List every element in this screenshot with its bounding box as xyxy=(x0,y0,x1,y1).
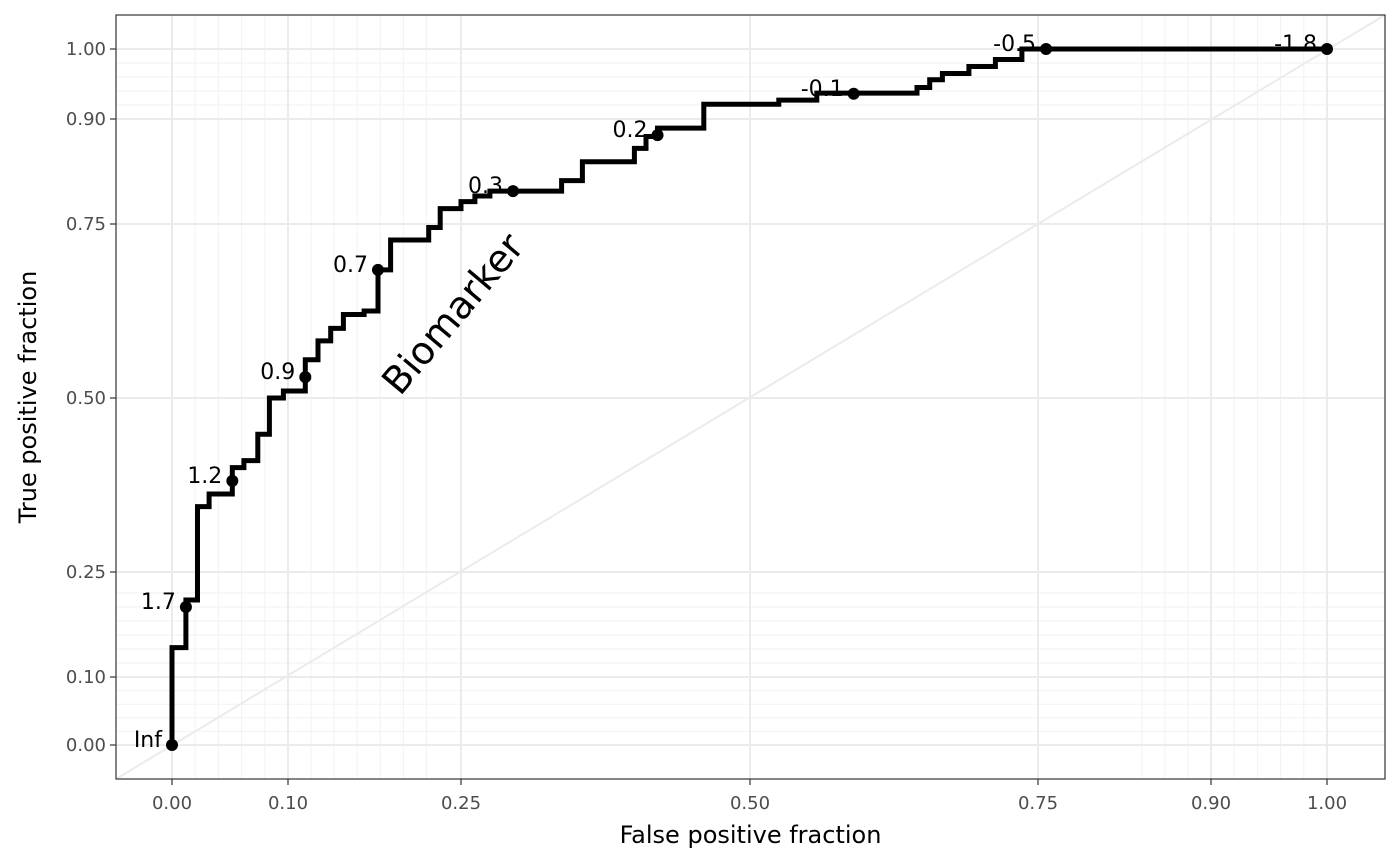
cutoff-point xyxy=(1321,43,1333,55)
y-tick-label: 0.25 xyxy=(66,562,106,583)
cutoff-point xyxy=(507,185,520,198)
x-tick-label: 0.50 xyxy=(730,793,770,814)
cutoff-point xyxy=(651,129,664,142)
x-tick-label: 1.00 xyxy=(1307,793,1347,814)
cutoff-label: 0.7 xyxy=(333,253,368,278)
y-axis-title: True positive fraction xyxy=(14,271,42,525)
x-tick-label: 0.25 xyxy=(441,793,481,814)
roc-curve xyxy=(169,46,1327,745)
cutoff-label: 0.2 xyxy=(613,118,648,143)
x-axis-title: False positive fraction xyxy=(620,821,882,849)
major-gridlines xyxy=(116,15,1385,779)
y-tick-label: 0.50 xyxy=(66,388,106,409)
cutoff-point xyxy=(166,739,178,751)
reference-diagonal xyxy=(115,14,1386,780)
y-tick-label: 0.10 xyxy=(66,667,106,688)
cutoff-point xyxy=(299,371,312,384)
cutoff-label: 1.7 xyxy=(141,590,176,615)
x-axis-ticks: 0.00 0.10 0.25 0.50 0.75 0.90 1.00 xyxy=(152,779,1347,814)
cutoff-point xyxy=(847,87,860,100)
y-tick-label: 0.75 xyxy=(66,214,106,235)
cutoff-labels: Inf 1.7 1.2 0.9 0.7 0.3 0.2 -0.1 -0.5 -1.8 xyxy=(134,32,1317,753)
cutoff-label: 0.9 xyxy=(260,360,295,385)
x-tick-label: 0.00 xyxy=(152,793,192,814)
cutoff-label: Inf xyxy=(134,728,163,753)
cutoff-point xyxy=(179,601,192,613)
x-tick-label: 0.90 xyxy=(1191,793,1231,814)
cutoff-label: 1.2 xyxy=(187,464,222,489)
y-tick-label: 0.00 xyxy=(66,735,106,756)
cutoff-label: -0.1 xyxy=(801,77,844,102)
y-axis-ticks: 0.00 0.10 0.25 0.50 0.75 0.90 1.00 xyxy=(66,39,116,756)
cutoff-label: 0.3 xyxy=(468,174,503,199)
cutoff-point xyxy=(226,474,239,487)
cutoff-point xyxy=(1040,43,1053,55)
cutoff-label: -1.8 xyxy=(1274,32,1317,57)
y-tick-label: 1.00 xyxy=(66,39,106,60)
cutoff-point xyxy=(371,263,384,276)
y-tick-label: 0.90 xyxy=(66,109,106,130)
cutoff-points xyxy=(166,43,1333,751)
x-tick-label: 0.10 xyxy=(268,793,308,814)
cutoff-label: -0.5 xyxy=(993,32,1036,57)
x-tick-label: 0.75 xyxy=(1018,793,1058,814)
